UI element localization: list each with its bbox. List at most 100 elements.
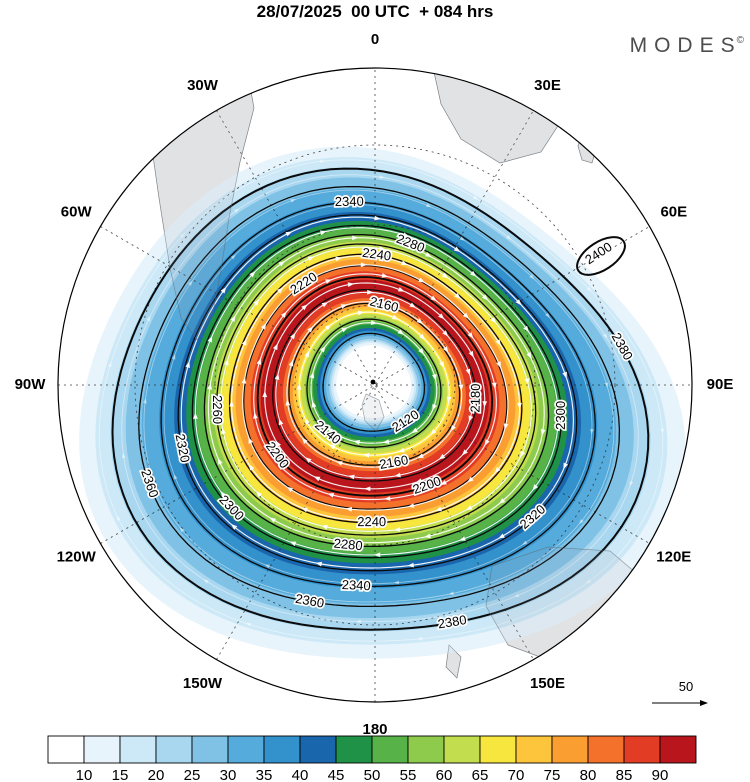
wind-arrowhead [448,591,454,596]
wind-arrowhead [329,444,336,450]
contour-line-2120 [322,332,426,432]
longitude-label-120W: 120W [57,548,97,565]
longitude-label-90E: 90E [707,376,734,393]
wind-arrowhead [362,452,370,458]
contour-label-2240: 2240 [357,514,386,529]
wind-arrowhead [430,428,437,435]
wind-arrowhead [207,383,212,390]
wind-arrowhead [285,231,293,237]
wind-arrowhead [503,423,509,430]
pole-dot [370,379,376,385]
wind-arrowhead [353,440,361,445]
wind-arrowhead [264,564,270,569]
wind-arrowhead [446,396,452,404]
wind-arrowhead [335,256,342,262]
wind-arrowhead [340,304,348,309]
longitude-label-150W: 150W [183,675,223,692]
wind-arrowhead [290,332,296,340]
wind-arrowhead [345,506,353,512]
wind-arrowhead [313,476,321,482]
colorbar-cell [191,735,229,764]
wind-arrowhead [517,402,523,410]
contour-label-2340: 2340 [335,194,364,209]
wind-arrowhead [498,498,506,504]
colorbar-tick-label: 40 [292,767,309,782]
wind-arrowhead [248,464,255,471]
colorbar-tick-label: 50 [364,767,381,782]
wind-arrowhead [307,326,314,333]
wind-arrowhead [465,505,473,511]
wind-arrowhead [440,480,447,485]
contour-label-2340: 2340 [341,577,371,593]
contour-line-2320 [177,214,578,572]
wind-arrowhead [461,449,468,456]
wind-arrowhead [234,208,240,214]
coastline-australia [485,546,650,664]
wind-arrowhead [278,463,285,470]
longitude-label-90W: 90W [15,376,47,393]
contour-line-2200 [256,276,494,497]
wind-arrowhead [324,324,332,331]
wind-arrowhead [218,458,223,465]
wind-arrowhead [545,312,550,318]
wind-arrowhead [230,524,238,530]
wind-arrowhead [523,325,529,333]
wind-arrowhead [459,236,465,241]
wind-arrowhead [256,358,262,365]
wind-arrowhead [301,304,308,311]
wind-arrowhead [579,519,584,525]
wind-arrowhead [207,336,213,343]
contour-line-2360 [138,185,621,608]
wind-arrowhead [454,292,461,299]
colorbar-tick-label: 80 [580,767,597,782]
wind-arrowhead [491,382,497,389]
colorbar-cell [371,735,409,764]
colorbar-legend: 10 15 20 25 30 35 40 45 50 55 60 65 70 75 80 85 90 [47,735,697,782]
chart-title: 28/07/2025 00 UTC + 084 hrs [256,2,494,21]
wind-arrowhead [526,352,532,359]
wind-arrowhead [506,235,512,240]
vector-scale-reference: 50 [652,679,708,706]
colorbar-tick-label: 45 [328,767,345,782]
wind-arrowhead [430,295,437,302]
wind-arrowhead [326,427,334,434]
streamline [253,273,497,501]
wind-arrowhead [465,368,471,376]
latitude-circle [214,224,536,546]
wind-arrowhead [107,361,112,368]
streamline [298,311,450,456]
wind-arrowhead [321,524,328,530]
wind-arrowhead [220,287,227,294]
wind-arrowhead [467,332,474,339]
streamline [275,291,474,479]
colorbar-cell [659,735,697,764]
wind-arrowhead [382,439,390,444]
contour-label-2300: 2300 [553,401,568,430]
contour-line-2400 [576,236,626,276]
wind-arrowhead [555,402,560,409]
colorbar-cell [299,735,337,764]
colorbar-cell [47,735,85,764]
streamline-outer [121,174,639,623]
modes-logo-text: MODES [629,34,742,57]
wind-arrowhead [143,398,147,404]
wind-arrowhead [453,246,461,252]
colorbar-tick-label: 75 [544,767,561,782]
wind-arrowhead [374,552,381,558]
wind-arrowhead [187,280,193,286]
wind-arrowhead [438,453,446,460]
longitude-label-150E: 150E [530,675,565,692]
colorbar-tick-label: 55 [400,767,417,782]
wind-arrowhead [301,507,308,513]
wind-arrowhead [249,271,256,278]
wind-arrowhead [442,346,449,353]
colorbar-tick-label: 25 [184,767,201,782]
wind-arrowhead [348,474,355,480]
wind-arrowhead [438,313,445,320]
streamline-outer [98,159,664,642]
wind-arrowhead [241,377,247,384]
wind-arrowhead [442,330,449,337]
wind-arrowhead [262,390,268,398]
contour-line-2380 [111,167,650,631]
wind-arrowhead [441,272,449,279]
